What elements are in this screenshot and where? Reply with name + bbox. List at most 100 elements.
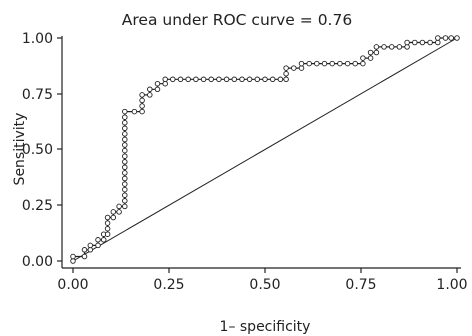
roc-point-83 bbox=[396, 44, 403, 50]
roc-point-85 bbox=[404, 39, 410, 46]
y-tick-label-0: 0.00 bbox=[22, 254, 53, 270]
roc-curve-line bbox=[72, 37, 457, 261]
roc-point-60 bbox=[269, 76, 276, 83]
roc-point-27 bbox=[122, 153, 128, 159]
roc-point-41 bbox=[147, 92, 153, 98]
roc-point-20 bbox=[122, 192, 128, 198]
roc-point-32 bbox=[122, 125, 128, 132]
roc-point-12 bbox=[104, 220, 111, 226]
roc-point-84 bbox=[404, 44, 410, 50]
roc-point-63 bbox=[283, 70, 289, 77]
roc-point-89 bbox=[435, 39, 441, 46]
roc-point-86 bbox=[412, 39, 418, 46]
chart-title: Area under ROC curve = 0.76 bbox=[122, 11, 352, 29]
y-tick-label-3: 0.75 bbox=[22, 87, 53, 103]
roc-point-43 bbox=[154, 86, 161, 93]
roc-point-31 bbox=[122, 131, 128, 137]
roc-point-68 bbox=[306, 60, 312, 67]
roc-point-47 bbox=[170, 76, 176, 83]
reference-diagonal-line bbox=[72, 37, 458, 262]
roc-point-33 bbox=[122, 119, 128, 126]
roc-point-77 bbox=[367, 55, 374, 61]
roc-point-87 bbox=[419, 39, 426, 46]
roc-point-61 bbox=[277, 76, 284, 83]
roc-point-69 bbox=[314, 60, 320, 67]
roc-point-5 bbox=[87, 242, 94, 249]
roc-point-23 bbox=[122, 175, 128, 182]
roc-point-22 bbox=[122, 181, 128, 187]
roc-point-44 bbox=[154, 80, 161, 87]
roc-point-35 bbox=[122, 108, 128, 115]
roc-point-67 bbox=[298, 60, 305, 67]
roc-point-91 bbox=[442, 35, 449, 41]
y-tick-label-4: 1.00 bbox=[22, 31, 53, 47]
roc-point-16 bbox=[116, 209, 122, 215]
roc-point-70 bbox=[321, 60, 328, 67]
roc-point-10 bbox=[104, 231, 111, 237]
roc-point-93 bbox=[454, 35, 460, 41]
roc-point-42 bbox=[147, 86, 153, 93]
roc-point-14 bbox=[110, 214, 117, 221]
roc-point-2 bbox=[81, 253, 88, 260]
roc-point-13 bbox=[104, 214, 111, 221]
roc-point-17 bbox=[116, 203, 122, 210]
roc-point-62 bbox=[283, 76, 289, 83]
roc-point-53 bbox=[216, 76, 222, 83]
roc-point-76 bbox=[360, 55, 366, 61]
roc-point-82 bbox=[388, 44, 395, 50]
x-tick-label-4: 1.00 bbox=[436, 277, 467, 293]
roc-point-18 bbox=[122, 203, 128, 210]
roc-point-40 bbox=[139, 92, 145, 98]
roc-point-25 bbox=[122, 164, 128, 171]
roc-point-58 bbox=[254, 76, 261, 83]
roc-point-4 bbox=[87, 247, 94, 253]
y-tick-label-2: 0.50 bbox=[22, 142, 53, 158]
roc-point-24 bbox=[122, 170, 128, 176]
roc-point-46 bbox=[162, 76, 168, 83]
roc-point-51 bbox=[200, 76, 207, 83]
x-axis-label: 1– specificity bbox=[220, 319, 311, 335]
roc-point-21 bbox=[122, 186, 128, 193]
roc-point-3 bbox=[81, 247, 88, 253]
roc-point-37 bbox=[139, 108, 145, 115]
roc-point-55 bbox=[231, 76, 238, 83]
roc-point-78 bbox=[367, 49, 374, 56]
roc-point-66 bbox=[298, 65, 305, 71]
x-tick-label-0: 0.00 bbox=[57, 277, 88, 293]
roc-point-8 bbox=[100, 237, 107, 243]
x-tick-label-1: 0.25 bbox=[153, 277, 184, 293]
roc-point-59 bbox=[262, 76, 268, 83]
roc-point-79 bbox=[373, 49, 380, 56]
roc-point-56 bbox=[239, 76, 245, 83]
roc-point-38 bbox=[139, 103, 145, 109]
roc-point-29 bbox=[122, 142, 128, 148]
roc-point-7 bbox=[95, 237, 101, 243]
roc-curve-points bbox=[70, 35, 460, 264]
x-tick-label-3: 0.75 bbox=[345, 277, 376, 293]
roc-point-39 bbox=[139, 97, 145, 104]
roc-point-92 bbox=[448, 35, 454, 41]
roc-point-52 bbox=[208, 76, 214, 83]
roc-point-57 bbox=[246, 76, 253, 83]
roc-point-26 bbox=[122, 159, 128, 165]
roc-point-15 bbox=[110, 209, 117, 215]
roc-point-1 bbox=[70, 253, 76, 260]
x-tick-label-2: 0.50 bbox=[249, 277, 280, 293]
roc-point-75 bbox=[360, 60, 366, 67]
roc-point-0 bbox=[70, 258, 76, 264]
roc-point-65 bbox=[291, 65, 297, 71]
roc-point-74 bbox=[352, 60, 358, 67]
roc-point-6 bbox=[95, 242, 101, 249]
roc-point-28 bbox=[122, 147, 128, 154]
roc-point-30 bbox=[122, 136, 128, 143]
roc-point-64 bbox=[283, 65, 289, 71]
roc-point-88 bbox=[427, 39, 433, 46]
roc-point-48 bbox=[177, 76, 184, 83]
roc-point-36 bbox=[131, 108, 138, 115]
roc-point-71 bbox=[329, 60, 335, 67]
roc-point-19 bbox=[122, 198, 128, 204]
roc-point-80 bbox=[373, 44, 380, 50]
roc-point-72 bbox=[337, 60, 343, 67]
roc-point-90 bbox=[435, 35, 441, 41]
